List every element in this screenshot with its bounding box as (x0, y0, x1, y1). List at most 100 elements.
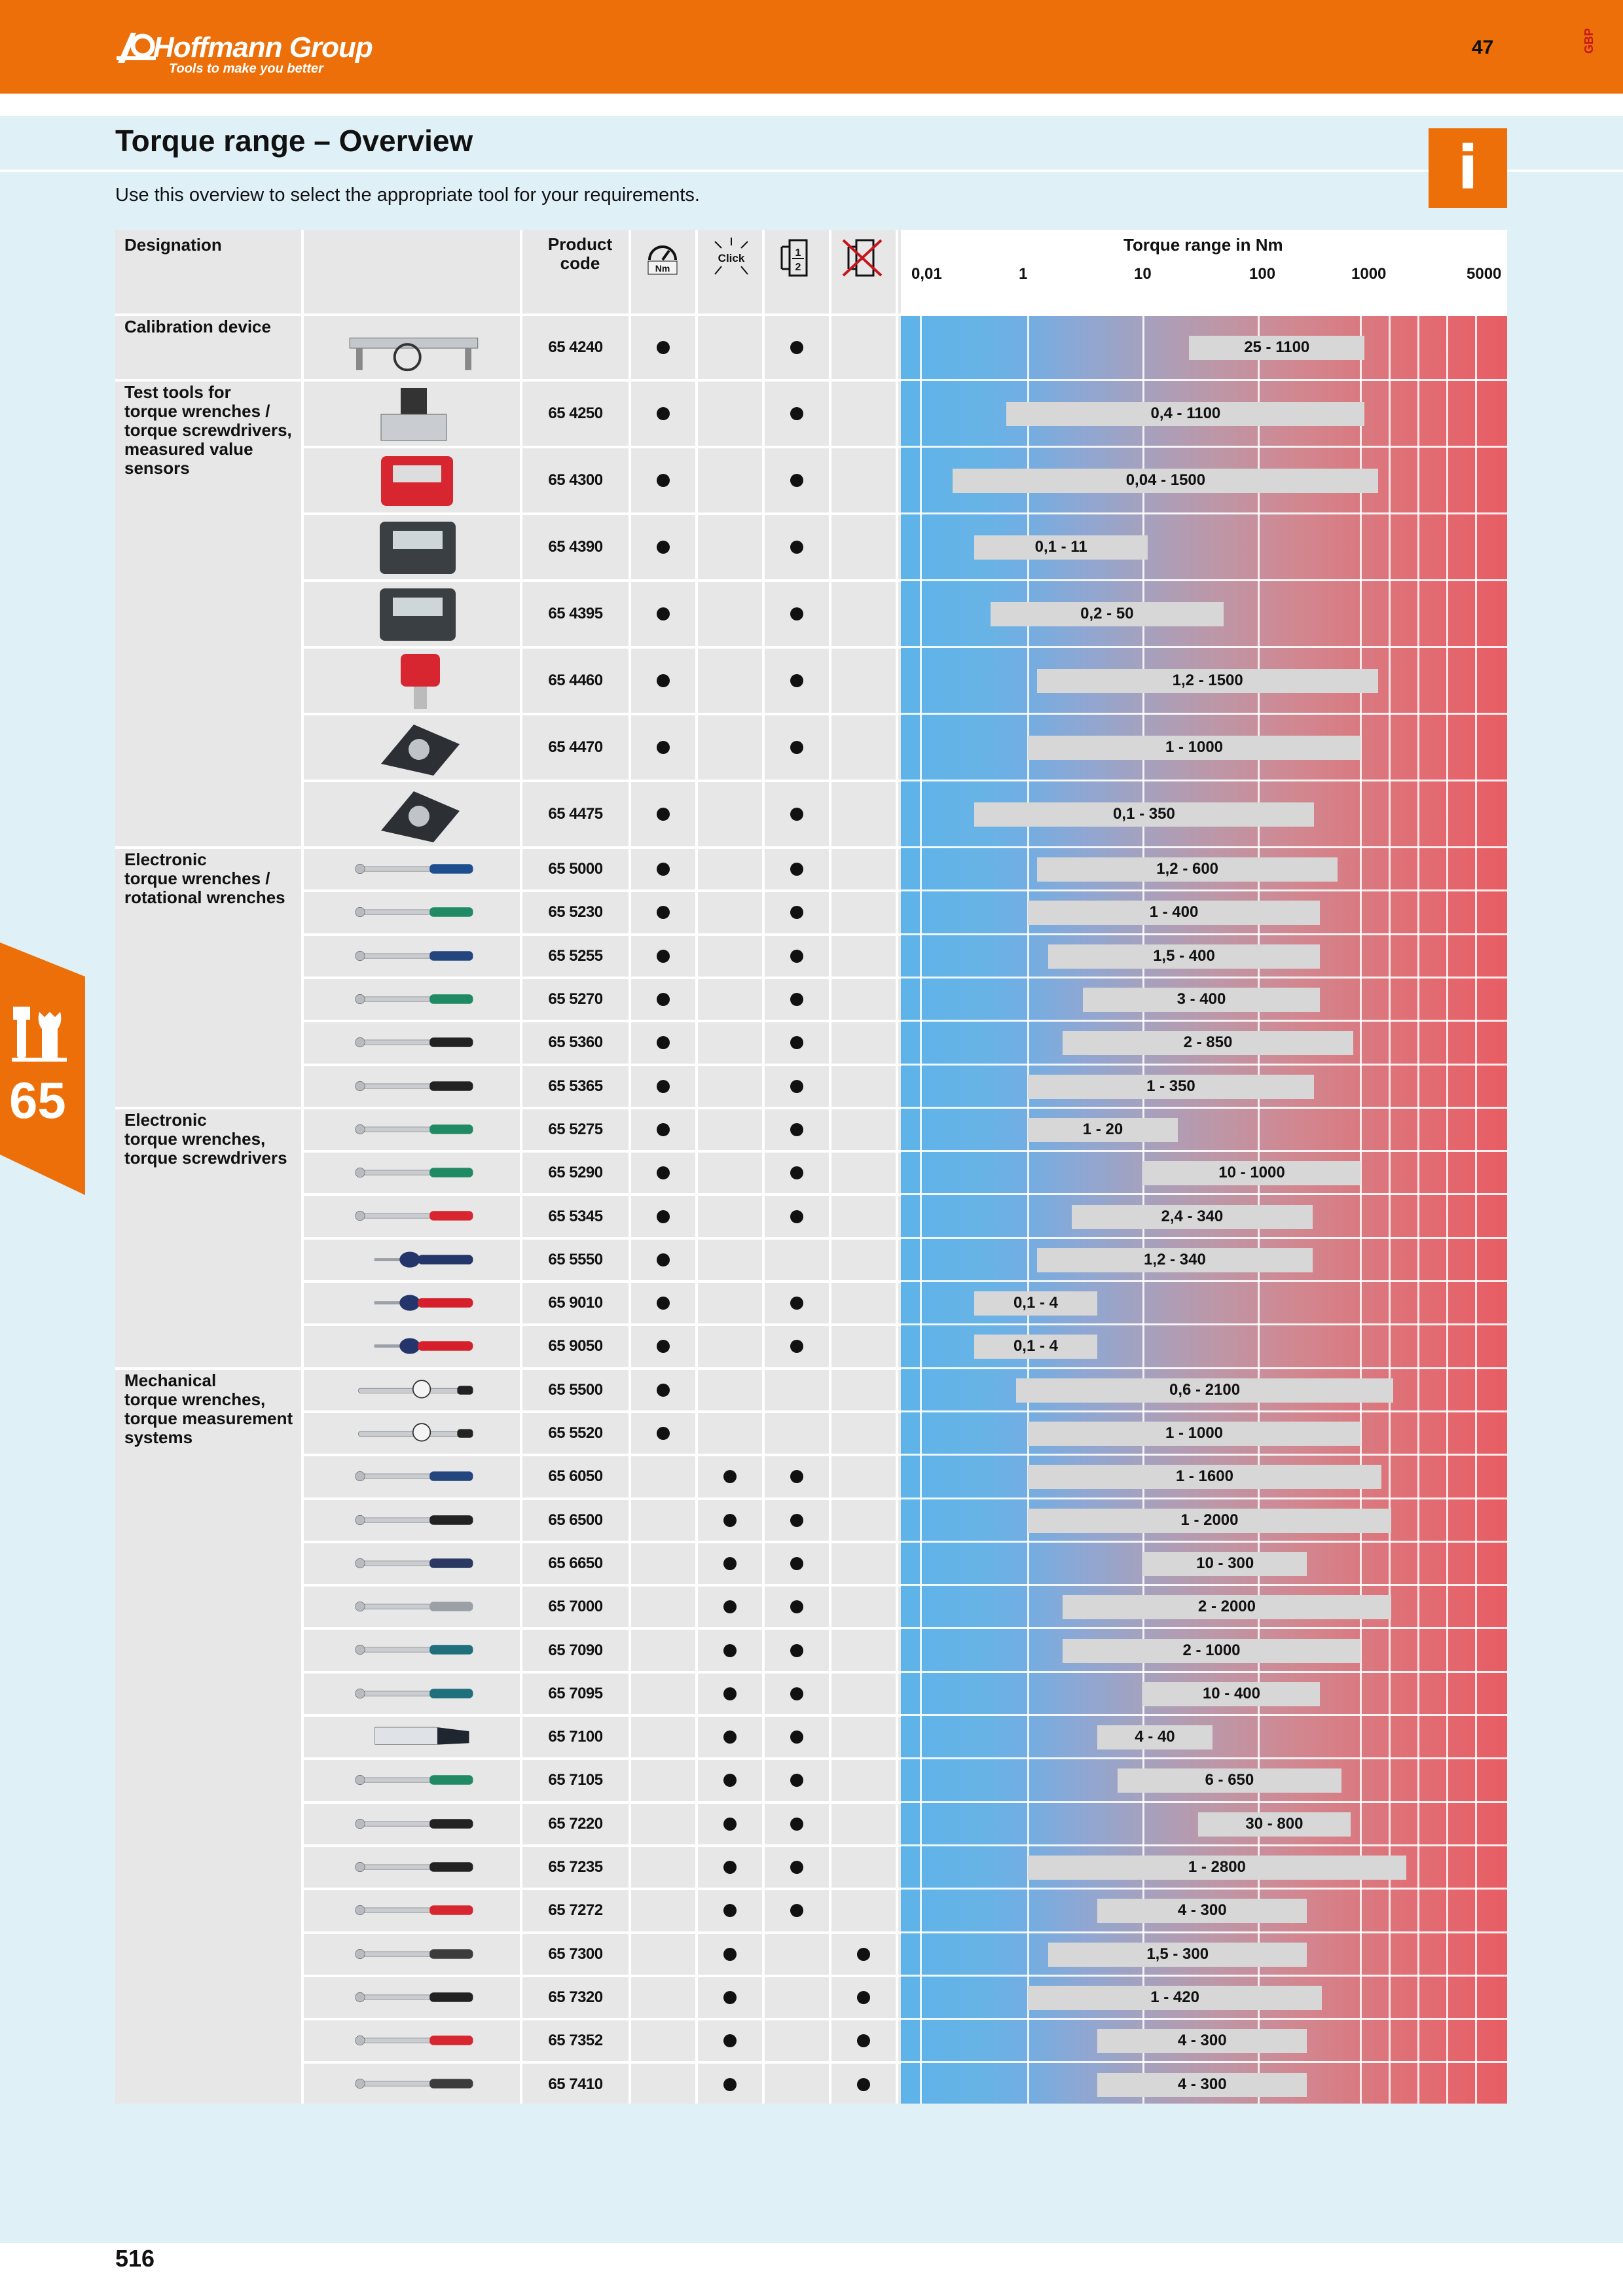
product-code[interactable]: 65 7220 (548, 1814, 603, 1833)
product-code[interactable]: 65 9010 (548, 1294, 603, 1312)
product-code[interactable]: 65 5360 (548, 1033, 603, 1052)
feature-dot (657, 949, 670, 963)
wrench-silver-icon (355, 1602, 473, 1612)
torque-range-label: 2 - 2000 (1197, 1598, 1256, 1616)
page-title: Torque range – Overview (115, 124, 473, 158)
product-code[interactable]: 65 5255 (548, 946, 603, 965)
torque-range-bar (1097, 2029, 1307, 2054)
row-divider (302, 1757, 901, 1761)
feature-dot (657, 541, 670, 554)
info-icon[interactable]: i (1429, 128, 1507, 208)
product-code[interactable]: 65 7235 (548, 1858, 603, 1876)
feature-dot (790, 1731, 803, 1744)
product-code[interactable]: 65 5365 (548, 1077, 603, 1095)
chapter-tab[interactable] (0, 942, 85, 1195)
product-code[interactable]: 65 7105 (548, 1771, 603, 1789)
column-divider (695, 230, 698, 2104)
product-code[interactable]: 65 4460 (548, 672, 603, 689)
torque-range-label: 0,2 - 50 (1080, 605, 1134, 622)
product-code[interactable]: 65 7300 (548, 1945, 603, 1963)
row-divider (302, 1714, 901, 1717)
feature-dot (857, 2077, 870, 2091)
product-code[interactable]: 65 4390 (548, 538, 603, 556)
row-divider (302, 1323, 901, 1327)
feature-dot (723, 1687, 737, 1700)
feature-dot (790, 1817, 803, 1831)
product-code[interactable]: 65 5230 (548, 903, 603, 922)
torque-range-bar (1028, 1074, 1314, 1099)
svg-text:1: 1 (795, 247, 801, 259)
scale-gridline (1446, 315, 1448, 2104)
product-code[interactable]: 65 6050 (548, 1467, 603, 1486)
scale-row-divider (901, 1063, 1507, 1066)
product-code[interactable]: 65 4300 (548, 471, 603, 489)
scale-row-divider (901, 933, 1507, 935)
product-code[interactable]: 65 5000 (548, 860, 603, 878)
product-code[interactable]: 65 5550 (548, 1250, 603, 1268)
row-divider (302, 1584, 901, 1587)
row-divider (302, 1801, 901, 1804)
torque-range-label: 0,1 - 4 (1013, 1294, 1058, 1312)
row-divider (302, 1020, 901, 1023)
wrench-black-icon (355, 1515, 473, 1525)
product-code[interactable]: 65 4470 (548, 738, 603, 756)
product-code[interactable]: 65 5275 (548, 1120, 603, 1138)
feature-dot (657, 1036, 670, 1050)
product-code[interactable]: 65 5520 (548, 1424, 603, 1443)
torque-range-label: 1 - 400 (1149, 903, 1199, 922)
product-code[interactable]: 65 5270 (548, 990, 603, 1009)
row-divider (302, 2018, 901, 2021)
column-divider (829, 230, 831, 2104)
product-code[interactable]: 65 7100 (548, 1728, 603, 1746)
scale-gridline (1360, 315, 1362, 2104)
product-code[interactable]: 65 9050 (548, 1337, 603, 1355)
row-divider (302, 646, 901, 649)
scale-row-divider (901, 646, 1507, 648)
wrench-green-icon (355, 1775, 473, 1785)
scale-tick-label: 100 (1249, 265, 1276, 283)
header-product-code: Product code (547, 234, 613, 273)
feature-dot (857, 1947, 870, 1961)
product-code[interactable]: 65 4475 (548, 805, 603, 823)
tester-box-icon (380, 522, 456, 574)
product-code[interactable]: 65 7000 (548, 1598, 603, 1616)
product-code[interactable]: 65 6650 (548, 1554, 603, 1572)
feature-dot (723, 1817, 737, 1831)
product-code[interactable]: 65 5500 (548, 1380, 603, 1399)
chapter-number: 65 (9, 1071, 66, 1129)
scale-gridline (1027, 315, 1029, 2104)
scale-row-divider (901, 379, 1507, 381)
feature-dot (657, 863, 670, 876)
product-code[interactable]: 65 5345 (548, 1207, 603, 1225)
scale-row-divider (901, 1801, 1507, 1803)
product-code[interactable]: 65 7352 (548, 2032, 603, 2050)
gauge-icon: Nm (644, 238, 681, 277)
half-icon: 1 2 (780, 239, 808, 277)
torque-range-bar (1036, 857, 1338, 882)
product-code[interactable]: 65 4250 (548, 404, 603, 422)
product-code[interactable]: 65 7320 (548, 1988, 603, 2006)
wrench-blue-icon (355, 950, 473, 961)
product-code[interactable]: 65 6500 (548, 1511, 603, 1529)
product-code[interactable]: 65 7410 (548, 2075, 603, 2093)
product-code[interactable]: 65 7090 (548, 1641, 603, 1659)
feature-dot (657, 607, 670, 620)
torque-range-bar (1048, 1942, 1307, 1967)
product-code[interactable]: 65 7095 (548, 1684, 603, 1702)
torque-range-bar (1036, 1247, 1313, 1272)
product-code[interactable]: 65 4240 (548, 338, 603, 356)
row-divider (115, 314, 901, 316)
row-divider (302, 1063, 901, 1066)
scale-tick-label: 0,01 (911, 265, 942, 283)
wrench-green-icon (355, 1168, 473, 1178)
scale-row-divider (901, 1497, 1507, 1499)
scale-row-divider (901, 1888, 1507, 1890)
row-divider (302, 1454, 901, 1457)
page-number-top: 47 (1472, 37, 1494, 58)
torque-range-bar (1071, 1204, 1313, 1229)
wrench-green-icon (355, 1124, 473, 1134)
product-code[interactable]: 65 5290 (548, 1164, 603, 1182)
feature-dot (657, 407, 670, 420)
product-code[interactable]: 65 4395 (548, 605, 603, 622)
product-code[interactable]: 65 7272 (548, 1901, 603, 1920)
